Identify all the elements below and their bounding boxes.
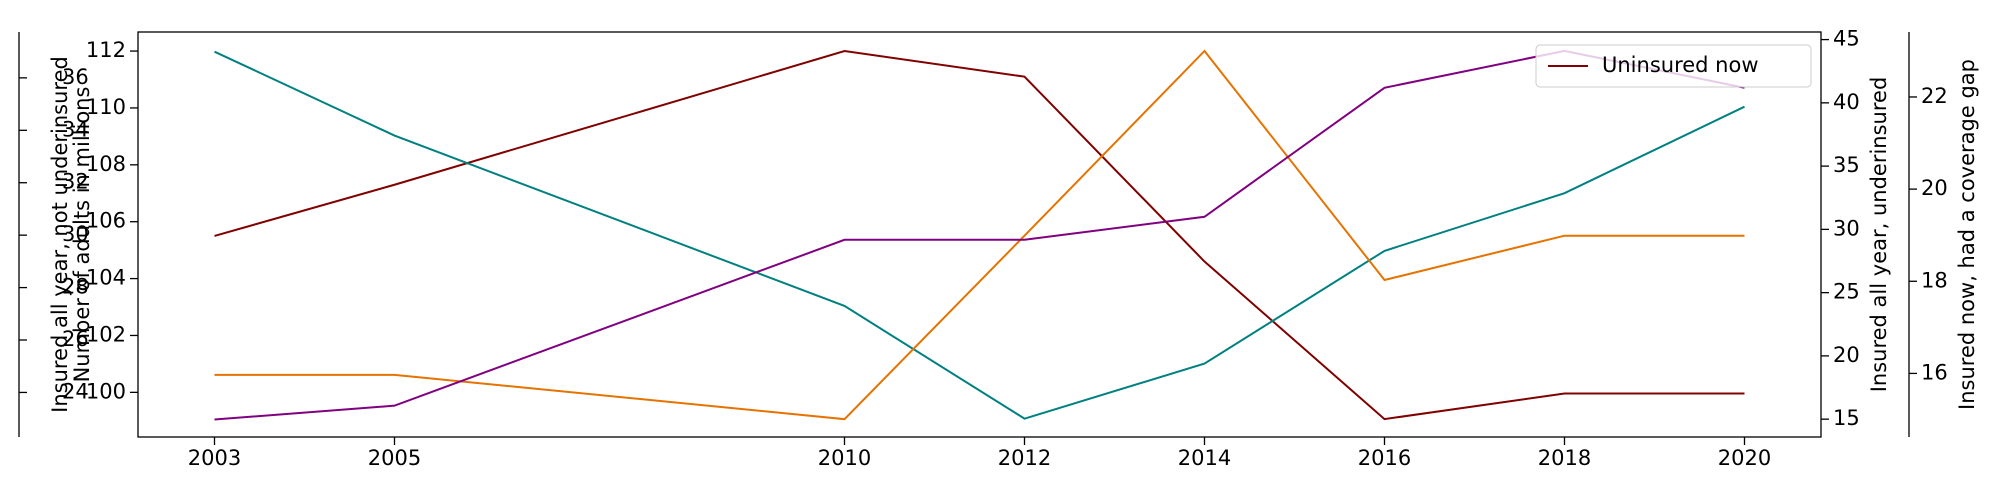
y-tick-label: 25 (1833, 280, 1860, 304)
y-tick-label: 112 (86, 38, 126, 62)
y-axis-label: Insured all year, underinsured (1867, 77, 1891, 393)
x-tick-label: 2020 (1718, 446, 1771, 470)
y-tick-label: 106 (86, 209, 126, 233)
y-tick-label: 20 (1921, 176, 1948, 200)
y-tick-label: 40 (1833, 90, 1860, 114)
x-tick-label: 2018 (1538, 446, 1591, 470)
y-tick-label: 104 (86, 266, 126, 290)
y-tick-label: 30 (62, 222, 89, 246)
x-tick-label: 2012 (998, 446, 1051, 470)
x-tick-label: 2005 (368, 446, 421, 470)
y-tick-label: 16 (1921, 360, 1948, 384)
plot-frame (137, 31, 1822, 438)
y-axis-label: Insured now, had a coverage gap (1955, 59, 1979, 410)
y-tick-label: 45 (1833, 27, 1860, 51)
y-tick-label: 102 (86, 322, 126, 346)
x-tick-label: 2014 (1178, 446, 1231, 470)
y-tick-label: 100 (86, 379, 126, 403)
series-line (214, 49, 1745, 421)
y-tick-label: 28 (62, 275, 89, 299)
y-tick-label: 24 (62, 379, 89, 403)
y-tick-label: 20 (1833, 343, 1860, 367)
y-tick-label: 35 (1833, 153, 1860, 177)
y-tick-label: 36 (62, 65, 89, 89)
x-tick-label: 2003 (188, 446, 241, 470)
x-tick-label: 2010 (818, 446, 871, 470)
y-tick-label: 26 (62, 327, 89, 351)
y-tick-label: 34 (62, 117, 89, 141)
y-tick-label: 32 (62, 170, 89, 194)
y-axis-label: Number of adults in millions (70, 87, 94, 383)
y-tick-label: 22 (1921, 84, 1948, 108)
y-tick-label: 110 (86, 95, 126, 119)
series-line (214, 50, 1745, 420)
series-line (214, 49, 1745, 421)
x-tick-label: 2016 (1358, 446, 1411, 470)
y-axis-label: Insured all year, not underinsured (48, 56, 72, 413)
series-line (214, 50, 1745, 421)
y-tick-label: 18 (1921, 268, 1948, 292)
legend-label: Uninsured now (1602, 53, 1759, 77)
y-tick-label: 108 (86, 152, 126, 176)
y-tick-label: 30 (1833, 216, 1860, 240)
legend (1535, 44, 1812, 88)
y-tick-label: 15 (1833, 406, 1860, 430)
